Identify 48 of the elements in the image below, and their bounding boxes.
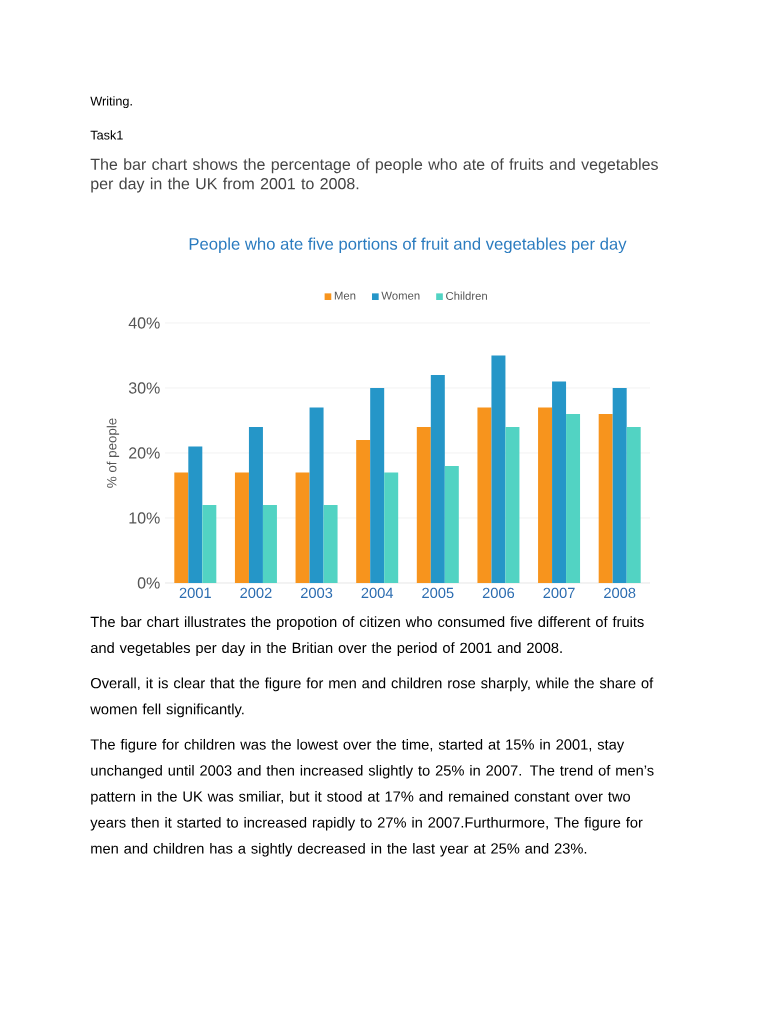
y-tick-label: 40% bbox=[128, 317, 160, 329]
bar bbox=[612, 388, 627, 583]
y-tick-label: 0% bbox=[137, 577, 160, 589]
bar bbox=[323, 505, 338, 583]
bar bbox=[444, 466, 459, 583]
bar bbox=[566, 414, 581, 583]
bar bbox=[384, 472, 399, 583]
bar bbox=[477, 407, 492, 583]
bar bbox=[174, 472, 189, 583]
bar bbox=[295, 472, 310, 583]
bar bbox=[538, 407, 553, 583]
bar bbox=[248, 427, 263, 583]
bar bbox=[416, 427, 431, 583]
x-tick-label: 2007 bbox=[543, 587, 575, 599]
bar bbox=[598, 414, 613, 583]
x-tick-label: 2001 bbox=[179, 587, 211, 599]
x-tick-label: 2008 bbox=[604, 587, 636, 599]
bar bbox=[309, 407, 324, 583]
x-tick-label: 2002 bbox=[240, 587, 272, 599]
x-tick-label: 2004 bbox=[361, 587, 394, 599]
legend-label: Children bbox=[446, 291, 487, 300]
bar bbox=[370, 388, 385, 583]
y-axis-title: % of people bbox=[106, 418, 120, 488]
bar bbox=[626, 427, 641, 583]
chart-title: People who ate five portions of fruit and vegetables per day bbox=[189, 237, 627, 254]
bar bbox=[202, 505, 217, 583]
legend-label: Men bbox=[334, 291, 356, 300]
text: Writing. bbox=[90, 96, 132, 109]
y-tick-label: 10% bbox=[129, 512, 160, 524]
bar bbox=[430, 375, 445, 583]
text: The bar chart illustrates the propotion of citizen who consumed five different of fruits and vegetables per day in the Britian over the period of 2001 and 2008. bbox=[90, 616, 644, 656]
bar bbox=[234, 472, 249, 583]
x-tick-label: 2006 bbox=[482, 587, 515, 599]
x-tick-label: 2003 bbox=[300, 587, 333, 599]
bar bbox=[262, 505, 277, 583]
x-tick-label: 2005 bbox=[422, 587, 454, 599]
bar bbox=[505, 427, 520, 583]
y-tick-label: 30% bbox=[128, 382, 160, 394]
bar bbox=[552, 381, 567, 583]
text: The bar chart shows the percentage of people who ate of fruits and vegetables per day in the UK from 2001 to 2008. bbox=[90, 158, 658, 193]
bar bbox=[356, 439, 371, 583]
text: Overall, it is clear that the figure for men and children rose sharply, while the share of women fell significantly. bbox=[90, 677, 654, 718]
text: The figure for children was the lowest over the time, started at 15% in 2001, stay unchanged until 2003 and then increased slightly to 25% in 2007. The trend of men’s pattern in the UK was smiliar, but it stood at 17% and remained constant over two years then it started to increased rapidly to 27% in 2007.Furthurmore, The figure for men and children has a sightly decreased in the last year at 25% and 23%. bbox=[90, 738, 654, 857]
legend-label: Women bbox=[381, 291, 420, 300]
text: Task1 bbox=[90, 130, 123, 140]
bar bbox=[491, 355, 506, 583]
y-tick-label: 20% bbox=[129, 447, 160, 459]
bar bbox=[188, 446, 203, 583]
